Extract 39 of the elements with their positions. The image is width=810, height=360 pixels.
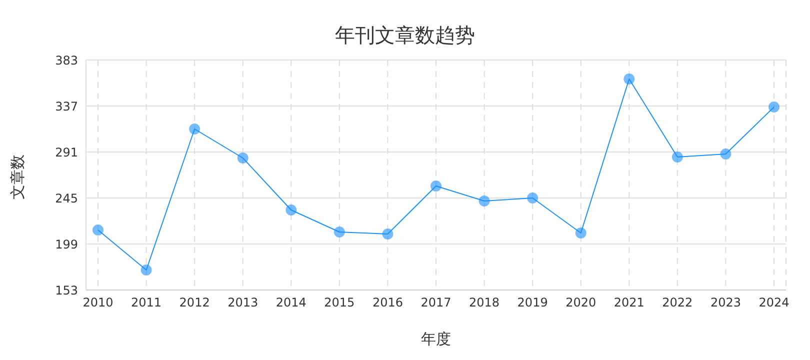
point	[286, 204, 297, 216]
point	[478, 196, 490, 206]
x-tick-label: 2012	[179, 296, 210, 310]
y-axis-title: 文章数	[8, 154, 28, 200]
point	[92, 224, 104, 236]
x-tick-label: 2015	[324, 296, 355, 310]
point	[334, 226, 345, 238]
x-tick-label: 2019	[517, 296, 548, 310]
y-tick-label: 245	[55, 191, 78, 206]
x-tick-label: 2024	[758, 296, 790, 310]
x-tick-label: 2013	[228, 296, 258, 310]
x-tick-label: 2011	[131, 296, 162, 310]
point	[527, 192, 538, 204]
x-tick-label: 2022	[662, 296, 693, 310]
x-tick-label: 2020	[566, 296, 596, 310]
point	[237, 152, 248, 164]
x-tick-label: 2016	[372, 296, 403, 310]
y-tick-label: 337	[55, 99, 78, 114]
x-axis-title: 年度	[420, 330, 452, 349]
x-tick-label: 2010	[82, 296, 114, 310]
point	[189, 124, 200, 134]
y-tick-label: 383	[55, 53, 78, 68]
x-tick-label: 2023	[710, 296, 741, 310]
point	[768, 102, 780, 112]
x-tick-label: 2017	[420, 296, 452, 310]
y-tick-label: 153	[55, 283, 78, 298]
point	[382, 228, 394, 240]
y-tick-label: 291	[55, 145, 78, 160]
chart-title: 年刊文章数趋势	[334, 22, 476, 49]
x-tick-label: 2021	[614, 296, 644, 310]
y-tick-label: 199	[55, 237, 78, 252]
point	[624, 74, 635, 84]
point	[140, 264, 152, 276]
point	[672, 152, 683, 162]
x-tick-label: 2014	[276, 296, 306, 310]
point	[720, 148, 732, 160]
point	[575, 228, 586, 238]
x-tick-label: 2018	[469, 296, 500, 310]
point	[430, 180, 442, 192]
